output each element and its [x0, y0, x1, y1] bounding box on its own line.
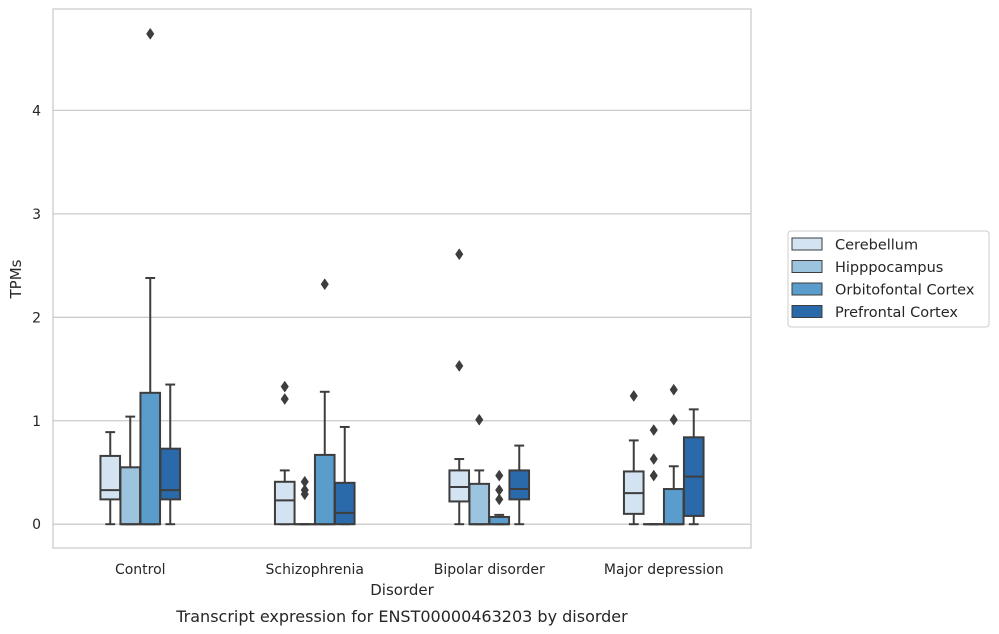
y-axis-ticks: 0 1 2 3 4	[32, 103, 41, 533]
iqr-box	[273, 480, 296, 526]
outlier-point	[146, 27, 155, 40]
legend-label: Prefrontal Cortex	[835, 305, 958, 321]
box-group	[293, 475, 316, 526]
x-tick-label: Bipolar disorder	[434, 562, 545, 578]
outlier-point	[320, 278, 329, 291]
y-tick-label: 1	[32, 414, 41, 430]
y-axis-label: TPMs	[7, 259, 25, 299]
iqr-box	[139, 391, 162, 526]
outlier-point	[280, 393, 289, 405]
outlier-point	[495, 493, 504, 506]
iqr-box	[333, 481, 356, 526]
outlier-point	[629, 389, 638, 402]
legend-label: Cerebellum	[835, 238, 918, 254]
iqr-box	[313, 453, 336, 526]
outlier-point	[669, 383, 678, 396]
y-tick-label: 4	[32, 103, 41, 119]
iqr-box	[119, 466, 142, 526]
y-tick-label: 3	[32, 207, 41, 223]
x-axis-ticks: Control Schizophrenia Bipolar disorder Majo…	[115, 562, 724, 578]
outlier-point	[649, 453, 658, 465]
box-group	[273, 380, 296, 526]
x-tick-label: Control	[115, 562, 166, 578]
iqr-box	[159, 447, 182, 501]
iqr-box	[662, 488, 685, 526]
box-group	[448, 248, 471, 526]
y-tick-label: 2	[32, 310, 41, 326]
box-group	[313, 278, 336, 526]
box-group	[642, 424, 665, 526]
legend-swatch	[791, 237, 823, 251]
iqr-box	[508, 469, 531, 501]
outlier-point	[475, 413, 484, 426]
outlier-point	[669, 413, 678, 426]
iqr-box	[99, 454, 122, 501]
box-group	[622, 389, 645, 526]
iqr-box	[468, 482, 491, 526]
legend-label: Orbitofontal Cortex	[835, 283, 975, 299]
box-group	[99, 431, 122, 526]
outlier-point	[300, 488, 309, 501]
legend-swatch	[791, 260, 823, 273]
box-group	[468, 413, 491, 526]
box-group	[119, 415, 142, 526]
box-group	[682, 408, 705, 526]
legend-swatch	[791, 282, 823, 296]
outlier-point	[495, 469, 504, 482]
legend: Cerebellum Hipppocampus Orbitofontal Corte…	[787, 230, 990, 328]
outlier-point	[649, 424, 658, 437]
iqr-box	[448, 469, 471, 503]
outlier-point	[649, 469, 658, 482]
legend-swatch	[791, 305, 823, 318]
outlier-point	[455, 359, 464, 372]
box-group	[159, 383, 182, 526]
chart-caption: Transcript expression for ENST0000046320…	[175, 607, 628, 626]
box-group	[662, 383, 685, 526]
outlier-point	[280, 380, 289, 393]
iqr-box	[488, 515, 511, 526]
boxes	[99, 27, 705, 526]
x-tick-label: Schizophrenia	[266, 562, 364, 578]
plot-area-frame	[52, 8, 752, 549]
outlier-point	[455, 248, 464, 261]
x-axis-label: Disorder	[370, 581, 434, 599]
y-tick-label: 0	[32, 517, 41, 533]
x-tick-label: Major depression	[604, 562, 724, 578]
box-group	[333, 425, 356, 526]
box-group	[139, 27, 162, 526]
legend-label: Hipppocampus	[835, 260, 943, 276]
box-group	[488, 469, 511, 526]
box-group	[508, 444, 531, 526]
legend-frame	[787, 230, 990, 328]
